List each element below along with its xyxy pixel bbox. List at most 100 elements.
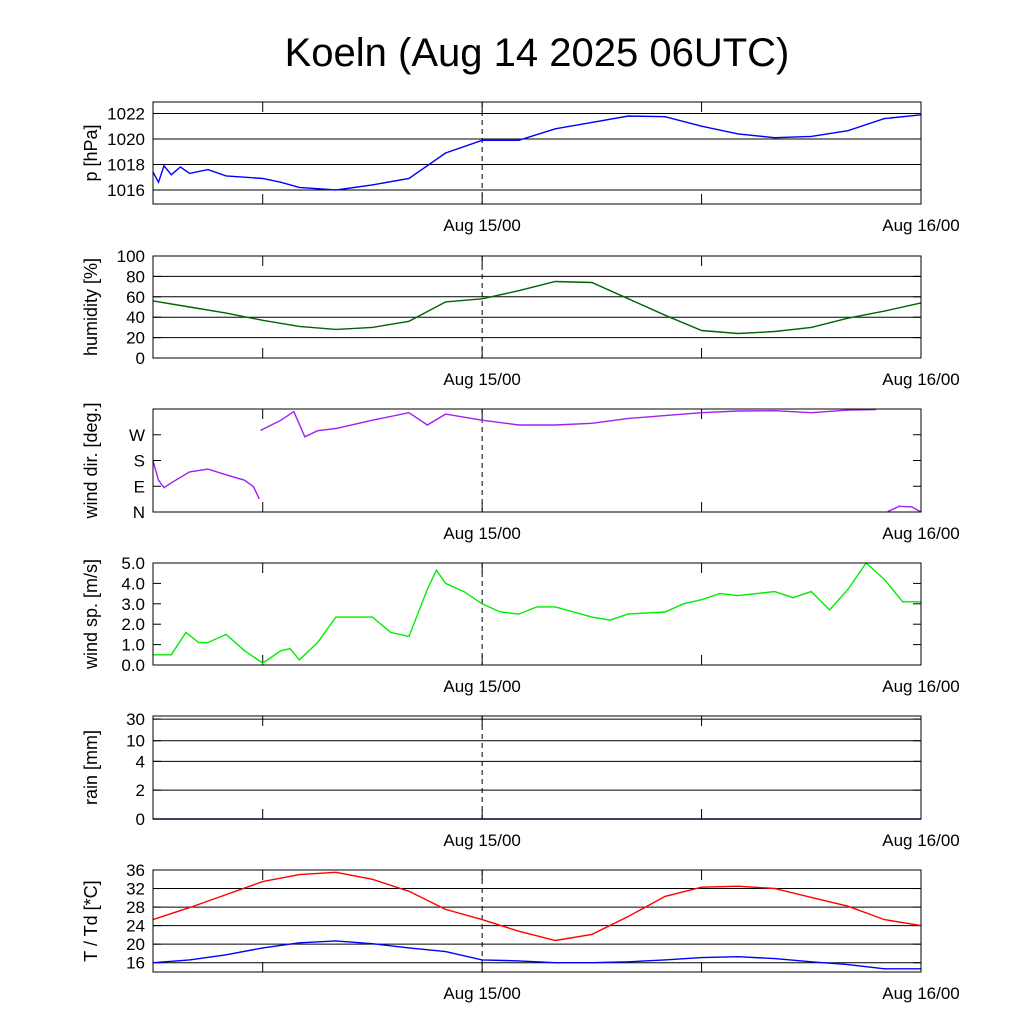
- data-point: [883, 578, 886, 580]
- data-point: [262, 662, 264, 664]
- data-point: [554, 606, 556, 608]
- data-point: [243, 650, 246, 652]
- data-point: [335, 189, 337, 191]
- data-point: [463, 590, 465, 593]
- data-point: [225, 175, 227, 177]
- data-point: [774, 590, 776, 593]
- data-point: [847, 409, 849, 411]
- y-tick-label: 32: [126, 880, 145, 899]
- data-point: [335, 427, 337, 430]
- data-point: [481, 603, 483, 605]
- data-point: [262, 947, 264, 949]
- y-axis-label: rain [mm]: [81, 730, 101, 805]
- data-point: [481, 959, 483, 961]
- series-line-wind-direction: [152, 408, 922, 513]
- data-point: [774, 330, 776, 333]
- data-point: [737, 885, 739, 887]
- data-point: [774, 137, 776, 139]
- data-point: [847, 317, 849, 319]
- data-point: [225, 893, 227, 896]
- y-tick-label: 60: [126, 288, 145, 307]
- data-point: [293, 410, 295, 413]
- y-tick-label: 3.0: [121, 595, 145, 614]
- data-point: [188, 306, 191, 308]
- y-tick-label: 1.0: [121, 636, 145, 655]
- data-point: [627, 417, 630, 420]
- data-point: [627, 613, 630, 615]
- data-point: [737, 332, 739, 335]
- data-point: [518, 290, 520, 292]
- plot-frame: [152, 715, 922, 820]
- data-point: [499, 611, 502, 613]
- data-point: [883, 919, 886, 921]
- data-point: [225, 954, 227, 956]
- data-point: [408, 412, 410, 414]
- data-point: [179, 166, 182, 168]
- data-point: [810, 412, 812, 414]
- data-point: [898, 505, 900, 507]
- data-point: [304, 436, 306, 438]
- data-point: [737, 595, 739, 597]
- x-tick-label: Aug 15/00: [443, 831, 521, 850]
- data-point: [591, 933, 593, 936]
- data-point: [426, 424, 428, 426]
- plot-frame: [152, 101, 922, 205]
- data-point: [371, 184, 374, 186]
- y-tick-label: 5.0: [121, 554, 145, 573]
- data-point: [883, 117, 886, 120]
- y-tick-label: E: [134, 477, 145, 496]
- data-point: [444, 301, 447, 303]
- data-point: [518, 930, 520, 932]
- data-point: [188, 172, 191, 174]
- y-tick-label: 0: [136, 810, 145, 829]
- data-point: [258, 497, 260, 500]
- data-point: [408, 947, 410, 949]
- data-point: [664, 959, 666, 961]
- data-point: [243, 479, 246, 481]
- data-point: [170, 174, 172, 176]
- data-point: [444, 152, 447, 154]
- panel-3: 0.01.0 2.03.0 4.05.0 Aug 15/00 Aug 16/00 wind…: [81, 554, 960, 696]
- data-point: [536, 606, 538, 608]
- y-tick-label: 2: [136, 781, 145, 800]
- data-point: [481, 419, 483, 421]
- y-tick-label: 24: [126, 917, 145, 936]
- data-point: [298, 325, 300, 327]
- data-point: [792, 597, 794, 599]
- data-point: [481, 919, 483, 921]
- data-point: [591, 962, 593, 964]
- data-point: [185, 631, 187, 633]
- plot-frame: [152, 408, 922, 513]
- data-point: [260, 429, 262, 431]
- data-point: [408, 890, 410, 892]
- y-tick-label: 1020: [107, 130, 145, 149]
- y-tick-label: N: [133, 503, 145, 522]
- y-tick-label: 1018: [107, 155, 145, 174]
- data-point: [664, 414, 666, 417]
- data-point: [700, 329, 703, 332]
- y-axis-label: p [hPa]: [81, 124, 101, 181]
- y-tick-label: 0.0: [121, 656, 145, 675]
- data-point: [847, 905, 849, 907]
- data-point: [444, 413, 447, 415]
- y-tick-label: 10: [126, 732, 145, 751]
- data-point: [225, 312, 227, 314]
- data-point: [262, 177, 264, 180]
- y-axis-label: wind sp. [m/s]: [81, 559, 101, 670]
- y-axis-label: humidity [%]: [81, 258, 101, 356]
- chart-title: Koeln (Aug 14 2025 06UTC): [285, 31, 790, 75]
- plot-frame: [152, 562, 922, 666]
- data-point: [554, 280, 556, 283]
- data-point: [316, 430, 319, 432]
- data-point: [664, 116, 666, 118]
- series-line-temperature: [152, 871, 922, 942]
- y-tick-label: 0: [136, 349, 145, 368]
- data-point: [700, 957, 703, 959]
- data-point: [371, 419, 374, 421]
- data-point: [719, 593, 721, 595]
- data-point: [700, 599, 703, 601]
- y-tick-label: 40: [126, 308, 145, 327]
